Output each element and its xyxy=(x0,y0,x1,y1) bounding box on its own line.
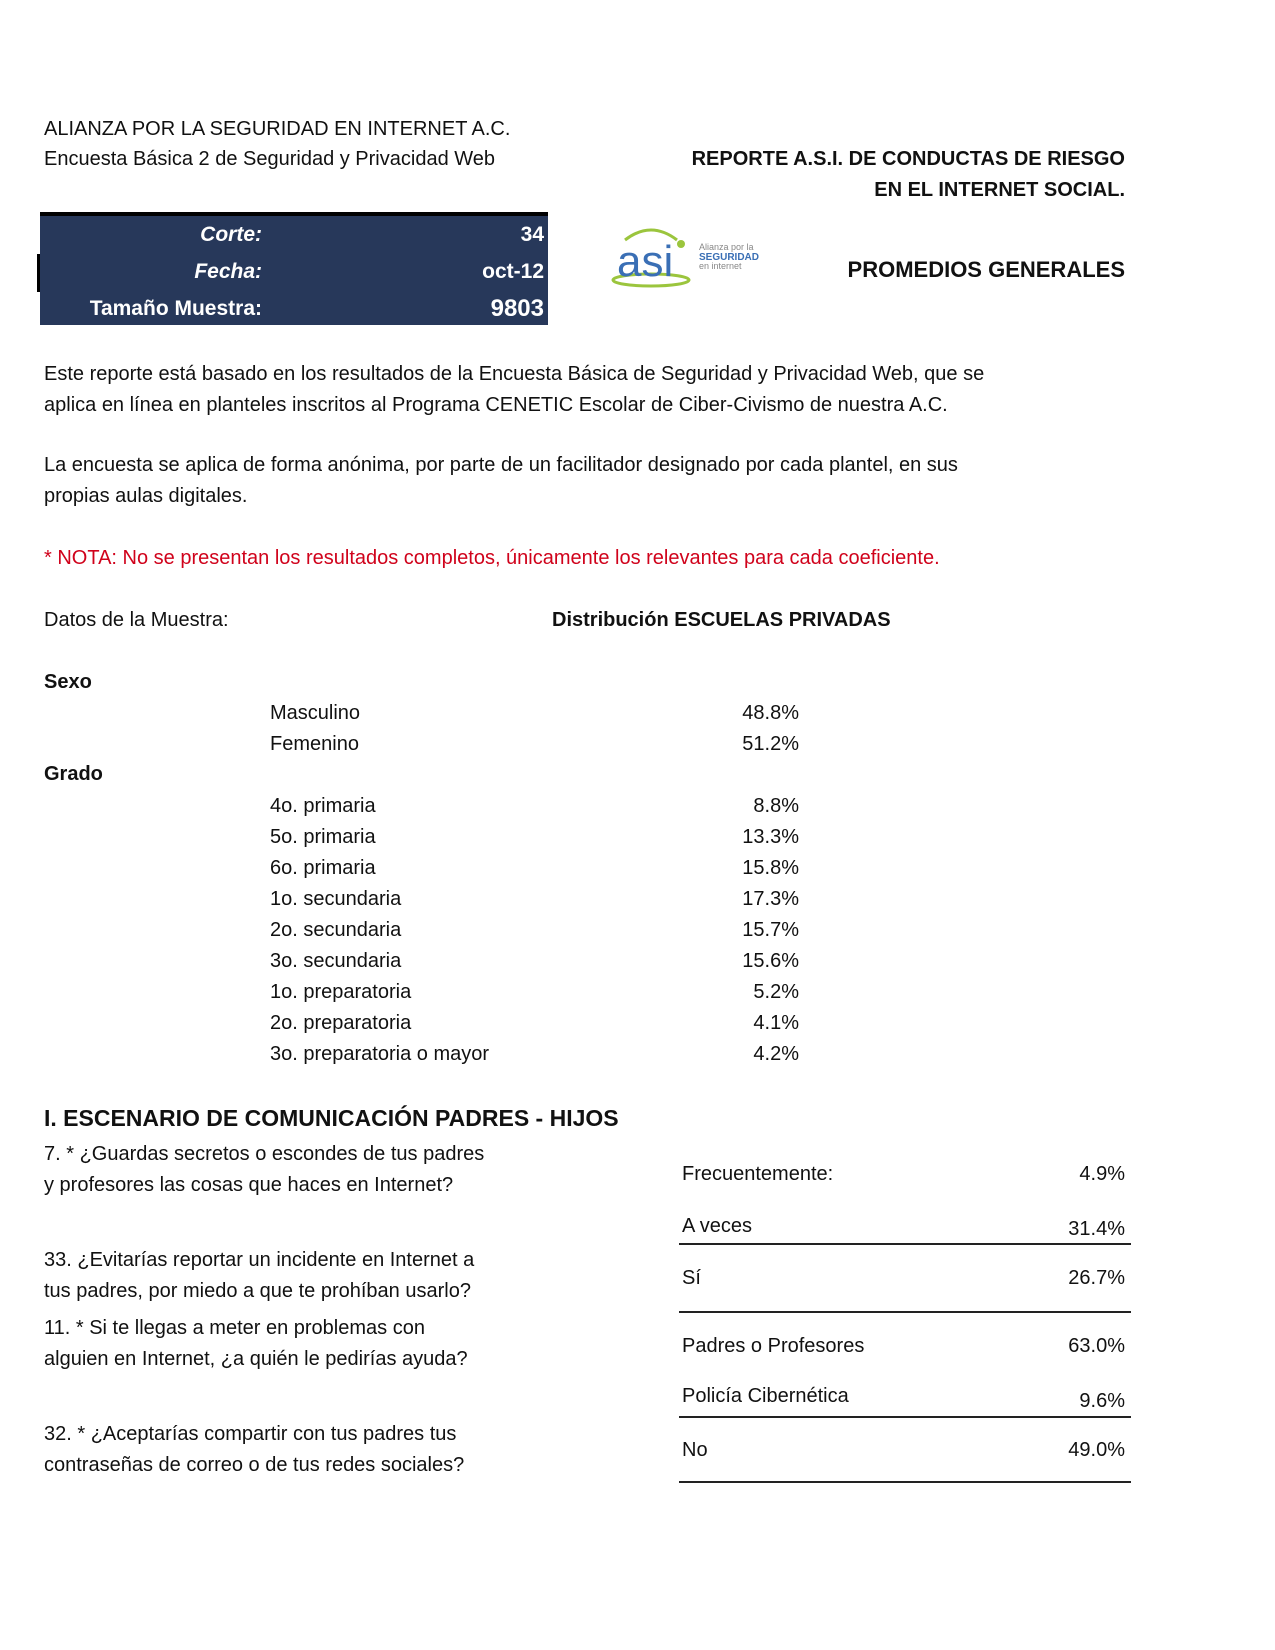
answer-label: Sí xyxy=(682,1267,701,1289)
fecha-label: Fecha: xyxy=(194,260,262,283)
answer-label: Frecuentemente: xyxy=(682,1163,834,1185)
sexo-item-value: 48.8% xyxy=(742,702,799,724)
grado-item-label: 1o. preparatoria xyxy=(270,981,412,1003)
section-title: I. ESCENARIO DE COMUNICACIÓN PADRES - HI… xyxy=(44,1105,619,1131)
divider xyxy=(679,1311,1131,1313)
grado-label: Grado xyxy=(44,763,103,785)
grado-item-label: 3o. preparatoria o mayor xyxy=(270,1043,490,1065)
distribution-title: Distribución ESCUELAS PRIVADAS xyxy=(552,609,891,631)
answer-value: 9.6% xyxy=(1079,1390,1125,1412)
muestra-value: 9803 xyxy=(490,295,544,322)
intro-p2-line2: propias aulas digitales. xyxy=(44,485,248,507)
divider xyxy=(679,1416,1131,1418)
question-line2: alguien en Internet, ¿a quién le pediría… xyxy=(44,1348,468,1370)
logo-asi-text: asi xyxy=(617,237,673,286)
grado-item-value: 15.7% xyxy=(742,919,799,941)
grado-item-label: 1o. secundaria xyxy=(270,888,402,910)
asi-logo: asi Alianza por la SEGURIDAD en internet xyxy=(611,226,771,290)
answer-value: 63.0% xyxy=(1068,1335,1125,1357)
answer-value: 31.4% xyxy=(1068,1218,1125,1240)
grado-item-label: 5o. primaria xyxy=(270,826,376,848)
grado-item-value: 13.3% xyxy=(742,826,799,848)
box-marker xyxy=(37,254,40,292)
intro-p2-line1: La encuesta se aplica de forma anónima, … xyxy=(44,454,958,476)
report-title-line2: EN EL INTERNET SOCIAL. xyxy=(874,179,1125,201)
question-line2: contraseñas de correo o de tus redes soc… xyxy=(44,1454,465,1476)
sexo-item-value: 51.2% xyxy=(742,733,799,755)
asi-logo-graphic: asi Alianza por la SEGURIDAD en internet xyxy=(611,228,759,288)
grado-item-label: 3o. secundaria xyxy=(270,950,402,972)
divider xyxy=(679,1481,1131,1483)
survey-name: Encuesta Básica 2 de Seguridad y Privaci… xyxy=(44,148,496,170)
fecha-value: oct-12 xyxy=(482,260,544,283)
svg-text:Alianza por la: Alianza por la xyxy=(699,242,754,252)
corte-label: Corte: xyxy=(200,223,262,246)
report-title-line1: REPORTE A.S.I. DE CONDUCTAS DE RIESGO xyxy=(691,148,1125,170)
question-line1: 32. * ¿Aceptarías compartir con tus padr… xyxy=(44,1423,457,1445)
grado-item-value: 17.3% xyxy=(742,888,799,910)
grado-item-label: 6o. primaria xyxy=(270,857,376,879)
grado-item-value: 8.8% xyxy=(753,795,799,817)
info-box: Corte: 34 Fecha: oct-12 Tamaño Muestra: … xyxy=(37,212,548,325)
answer-label: A veces xyxy=(682,1215,753,1237)
question-line2: tus padres, por miedo a que te prohíban … xyxy=(44,1280,471,1302)
answer-value: 4.9% xyxy=(1079,1163,1125,1185)
answer-label: Policía Cibernética xyxy=(682,1385,849,1407)
grado-item-label: 2o. secundaria xyxy=(270,919,402,941)
grado-item-label: 2o. preparatoria xyxy=(270,1012,412,1034)
svg-text:SEGURIDAD: SEGURIDAD xyxy=(699,252,759,263)
question-line1: 11. * Si te llegas a meter en problemas … xyxy=(44,1317,425,1339)
sexo-label: Sexo xyxy=(44,671,92,693)
sexo-item-label: Masculino xyxy=(270,702,361,724)
muestra-label: Tamaño Muestra: xyxy=(89,297,262,320)
answer-label: No xyxy=(682,1439,708,1461)
divider xyxy=(679,1243,1131,1245)
question-line1: 33. ¿Evitarías reportar un incidente en … xyxy=(44,1249,475,1271)
sexo-item-label: Femenino xyxy=(270,733,359,755)
question-line2: y profesores las cosas que haces en Inte… xyxy=(44,1174,454,1196)
grado-item-value: 15.8% xyxy=(742,857,799,879)
intro-p1-line2: aplica en línea en planteles inscritos a… xyxy=(44,394,948,416)
grado-item-value: 4.2% xyxy=(753,1043,799,1065)
corte-value: 34 xyxy=(520,223,544,246)
answer-value: 49.0% xyxy=(1068,1439,1125,1461)
org-name: ALIANZA POR LA SEGURIDAD EN INTERNET A.C… xyxy=(44,118,511,140)
intro-p1-line1: Este reporte está basado en los resultad… xyxy=(44,363,985,385)
sample-label: Datos de la Muestra: xyxy=(44,609,229,631)
grado-item-value: 15.6% xyxy=(742,950,799,972)
grado-item-label: 4o. primaria xyxy=(270,795,376,817)
svg-text:en internet: en internet xyxy=(699,261,742,271)
grado-item-value: 5.2% xyxy=(753,981,799,1003)
question-line1: 7. * ¿Guardas secretos o escondes de tus… xyxy=(44,1143,485,1165)
grado-item-value: 4.1% xyxy=(753,1012,799,1034)
nota: * NOTA: No se presentan los resultados c… xyxy=(44,547,940,569)
answer-value: 26.7% xyxy=(1068,1267,1125,1289)
page-subtitle: PROMEDIOS GENERALES xyxy=(847,257,1125,282)
answer-label: Padres o Profesores xyxy=(682,1335,865,1357)
